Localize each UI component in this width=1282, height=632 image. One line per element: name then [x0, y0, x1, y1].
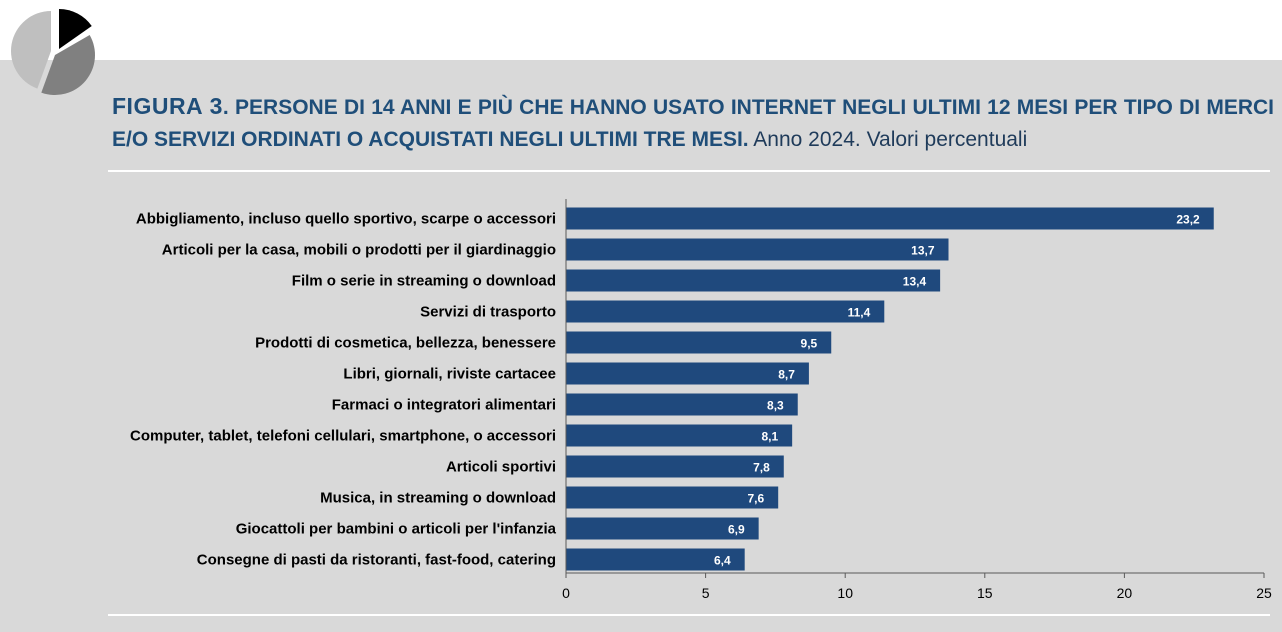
bar-value-label: 13,4 [903, 275, 927, 289]
x-tick-label: 5 [702, 585, 710, 601]
category-label: Articoli per la casa, mobili o prodotti … [162, 242, 556, 259]
bar [566, 455, 784, 478]
bar [566, 548, 745, 571]
category-label: Abbigliamento, incluso quello sportivo, … [136, 211, 556, 228]
category-label: Articoli sportivi [446, 459, 556, 476]
bars-layer: 23,2 13,7 13,4 11,4 9,5 8,7 8,3 8,1 7,8 7,6 6,9 6,4 [566, 207, 1214, 571]
bar [566, 300, 885, 323]
category-label: Libri, giornali, riviste cartacee [343, 366, 556, 383]
pie-logo-dark-slice [41, 35, 96, 95]
figure-title: FIGURA 3. PERSONE DI 14 ANNI E PIÙ CHE H… [112, 90, 1274, 156]
category-label: Musica, in streaming o download [320, 490, 556, 507]
figure-heading: . PERSONE DI 14 ANNI E PIÙ CHE HANNO USA… [112, 96, 1274, 151]
x-tick-label: 0 [562, 585, 570, 601]
bar-value-label: 7,6 [748, 492, 765, 506]
category-labels: Abbigliamento, incluso quello sportivo, … [130, 211, 557, 569]
x-tick-label: 20 [1117, 585, 1133, 601]
figure-label: FIGURA 3 [112, 93, 223, 119]
category-label: Giocattoli per bambini o articoli per l'… [236, 521, 557, 538]
bar [566, 424, 793, 447]
bar [566, 269, 941, 292]
bar-value-label: 8,1 [761, 430, 778, 444]
bar [566, 207, 1214, 230]
bar [566, 393, 798, 416]
bar-value-label: 9,5 [801, 337, 818, 351]
category-label: Consegne di pasti da ristoranti, fast-fo… [197, 552, 556, 569]
figure-subtitle: Anno 2024. Valori percentuali [748, 128, 1028, 151]
bar-value-label: 6,9 [728, 523, 745, 537]
pie-chart-icon [10, 9, 96, 95]
pie-logo-black-slice [59, 9, 92, 49]
category-label: Farmaci o integratori alimentari [332, 397, 556, 414]
bar-value-label: 23,2 [1176, 213, 1200, 227]
bar [566, 517, 759, 540]
bar [566, 362, 809, 385]
bar-value-label: 8,7 [778, 368, 795, 382]
bar [566, 486, 779, 509]
x-tick-label: 10 [837, 585, 853, 601]
category-label: Computer, tablet, telefoni cellulari, sm… [130, 428, 556, 445]
bar-value-label: 11,4 [848, 306, 871, 320]
category-label: Servizi di trasporto [420, 304, 556, 321]
x-axis: 0 5 10 15 20 25 [562, 199, 1272, 601]
bottom-rule [108, 614, 1270, 616]
bar-value-label: 13,7 [911, 244, 935, 258]
category-label: Prodotti di cosmetica, bellezza, benesse… [255, 335, 556, 352]
top-rule [108, 170, 1270, 172]
pie-logo-light-slice [10, 11, 51, 89]
bar-value-label: 6,4 [714, 554, 731, 568]
x-tick-label: 15 [977, 585, 993, 601]
bar-value-label: 7,8 [753, 461, 770, 475]
bar [566, 331, 832, 354]
category-label: Film o serie in streaming o download [292, 273, 556, 290]
x-tick-label: 25 [1256, 585, 1272, 601]
bar [566, 238, 949, 261]
bar-value-label: 8,3 [767, 399, 784, 413]
